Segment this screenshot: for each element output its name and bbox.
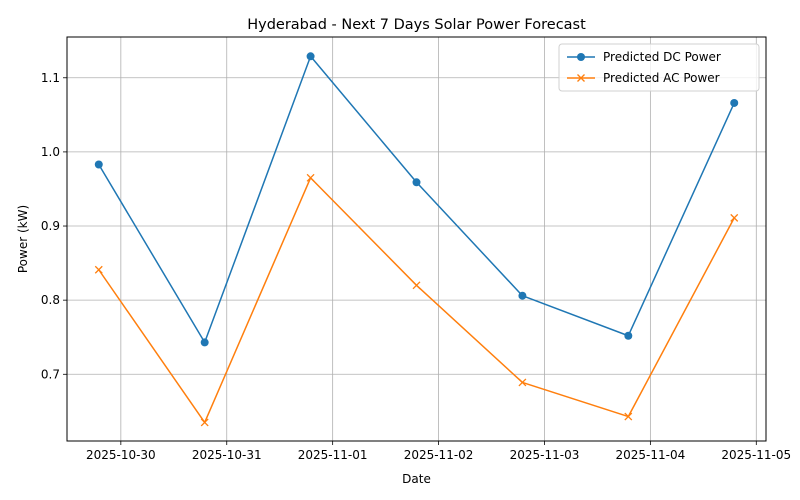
x-tick-label: 2025-10-31 [192, 448, 262, 462]
x-tick-label: 2025-10-30 [86, 448, 156, 462]
data-point-dc [94, 160, 103, 169]
x-tick-label: 2025-11-04 [616, 448, 686, 462]
y-tick-label: 1.0 [41, 145, 60, 159]
data-point-dc [518, 291, 527, 300]
data-point-ac [94, 265, 103, 274]
x-tick-label: 2025-11-01 [298, 448, 368, 462]
y-tick-label: 0.8 [41, 293, 60, 307]
marker-stroke [730, 213, 739, 222]
marker-stroke [624, 412, 633, 421]
x-tick-label: 2025-11-02 [404, 448, 474, 462]
x-axis: 2025-10-30 2025-10-31 2025-11-01 2025-11-02… [86, 441, 791, 462]
data-point-dc [412, 178, 421, 187]
marker-stroke [412, 281, 421, 290]
y-tick-label: 0.7 [41, 367, 60, 381]
data-point-ac [200, 418, 209, 427]
legend-marker [577, 74, 585, 82]
data-point-dc [306, 52, 315, 61]
data-point-dc [730, 98, 739, 107]
marker-stroke [518, 378, 527, 387]
x-tick-label: 2025-11-05 [721, 448, 791, 462]
legend-item-dc: Predicted DC Power [567, 50, 721, 64]
marker-stroke [94, 265, 103, 274]
legend-item-ac: Predicted AC Power [567, 71, 720, 85]
x-axis-label: Date [402, 472, 431, 486]
legend: Predicted DC Power Predicted AC Power [558, 43, 760, 92]
data-point-ac [624, 412, 633, 421]
marker-stroke [306, 173, 315, 182]
series-layer [94, 52, 739, 427]
marker-stroke [200, 418, 209, 427]
data-point-dc [200, 338, 209, 347]
data-point-ac [412, 281, 421, 290]
legend-marker [577, 53, 585, 61]
legend-label: Predicted AC Power [603, 71, 720, 85]
data-point-ac [518, 378, 527, 387]
x-tick-label: 2025-11-03 [510, 448, 580, 462]
data-point-ac [730, 213, 739, 222]
data-point-ac [306, 173, 315, 182]
series-line-dc [98, 55, 735, 344]
grid [67, 37, 766, 441]
y-tick-label: 0.9 [41, 219, 60, 233]
y-axis-label: Power (kW) [16, 205, 30, 273]
legend-box [558, 43, 760, 92]
data-point-dc [624, 331, 633, 340]
chart-title: Hyderabad - Next 7 Days Solar Power Fore… [247, 17, 586, 33]
y-axis: 0.7 0.8 0.9 1.0 1.1 [41, 71, 67, 381]
legend-label: Predicted DC Power [603, 50, 721, 64]
plot-frame [66, 36, 767, 442]
y-tick-label: 1.1 [41, 71, 60, 85]
